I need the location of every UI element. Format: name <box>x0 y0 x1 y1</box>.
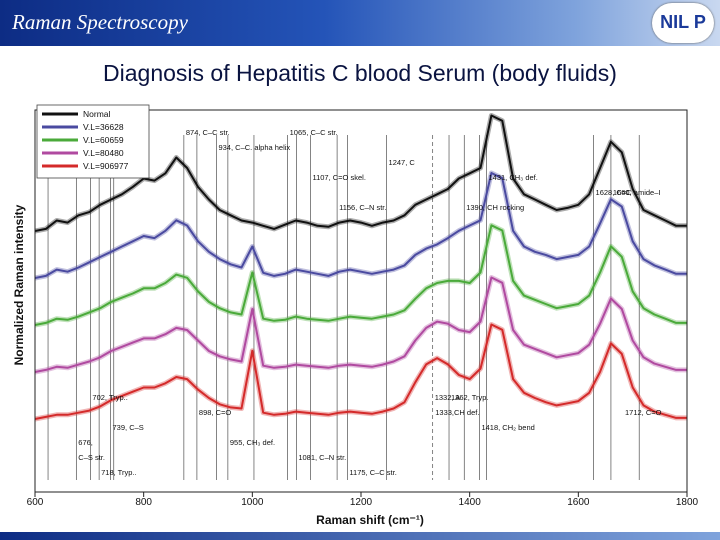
annotation-label: 1390, CH rocking <box>466 203 524 212</box>
x-axis-label: Raman shift (cm⁻¹) <box>316 513 424 527</box>
raman-chart: 600 800 1000 1200 1400 1600 1800 Raman shift (c… <box>12 104 699 527</box>
annotation-label: 1628, C=C <box>596 188 633 197</box>
header-bar: Raman Spectroscopy NIL P <box>0 0 720 46</box>
annotations-group: 874, C–C str. 934, C–C. alpha helix 1247, … <box>50 128 662 477</box>
annotation-label: 1156, C–N str. <box>339 203 386 212</box>
footer-bar <box>0 532 720 540</box>
series-band <box>34 322 687 422</box>
x-tick-label: 1000 <box>241 497 264 508</box>
annotation-label: 874, C–C str. <box>186 128 230 137</box>
legend-group: Normal V.L=36628 V.L=60659 V.L=80480 V.L=906… <box>36 104 150 179</box>
series-line <box>34 323 687 420</box>
legend-label: V.L=36628 <box>83 122 124 132</box>
legend-label: V.L=906977 <box>83 161 129 171</box>
series-line <box>34 224 687 326</box>
x-tick-label: 1200 <box>350 497 373 508</box>
annotation-label: 1247, C <box>389 158 416 167</box>
annotation-label: 955, CH₃ def. <box>230 438 275 447</box>
slide-title: Diagnosis of Hepatitis C blood Serum (bo… <box>103 60 617 86</box>
annotation-label: 1065, C–C str. <box>290 128 338 137</box>
series-line <box>34 172 687 279</box>
annotation-label: 1333,CH def. <box>435 408 479 417</box>
nilp-logo: NIL P <box>652 3 714 43</box>
annotation-label: 1332, A <box>435 393 460 402</box>
annotation-label: 1431, CH₃ def. <box>489 173 538 182</box>
series-line <box>34 276 687 373</box>
annotation-label: 718, Tryp.. <box>101 468 136 477</box>
legend-label: Normal <box>83 109 111 119</box>
x-tick-label: 1600 <box>567 497 590 508</box>
header-title: Raman Spectroscopy <box>12 10 188 34</box>
peak-lines <box>47 135 640 480</box>
x-tick-label: 1400 <box>459 497 482 508</box>
legend-label: V.L=80480 <box>83 148 124 158</box>
annotation-label: 1107, C=O skel. <box>312 173 365 182</box>
series-group <box>34 113 687 422</box>
x-tick-label: 1800 <box>676 497 699 508</box>
x-tick-label: 600 <box>27 497 44 508</box>
annotation-label: C–S str. <box>78 453 105 462</box>
axes-group: 600 800 1000 1200 1400 1600 1800 Raman shift (c… <box>12 109 699 527</box>
legend-label: V.L=60659 <box>83 135 124 145</box>
annotation-label: 1175, C–C str. <box>349 468 396 477</box>
annotation-label: 676, <box>78 438 93 447</box>
annotation-label: 934, C–C. alpha helix <box>218 143 290 152</box>
y-axis-label: Normalized Raman intensity <box>12 204 26 365</box>
annotation-label: 1712, C=O <box>625 408 662 417</box>
annotation-label: 1660, amide–I <box>613 188 661 197</box>
annotation-label: 1081, C–N str. <box>298 453 346 462</box>
annotation-label: 739, C–S <box>113 423 144 432</box>
logo-text: NIL P <box>660 12 706 32</box>
annotation-label: 1418, CH₂ bend <box>481 423 534 432</box>
x-tick-label: 800 <box>135 497 152 508</box>
series-line <box>34 114 687 232</box>
annotation-label: 898, C=O <box>199 408 231 417</box>
annotation-label: 702, Tryp.. <box>92 393 127 402</box>
annotation-label: 1362, Tryp. <box>451 393 489 402</box>
